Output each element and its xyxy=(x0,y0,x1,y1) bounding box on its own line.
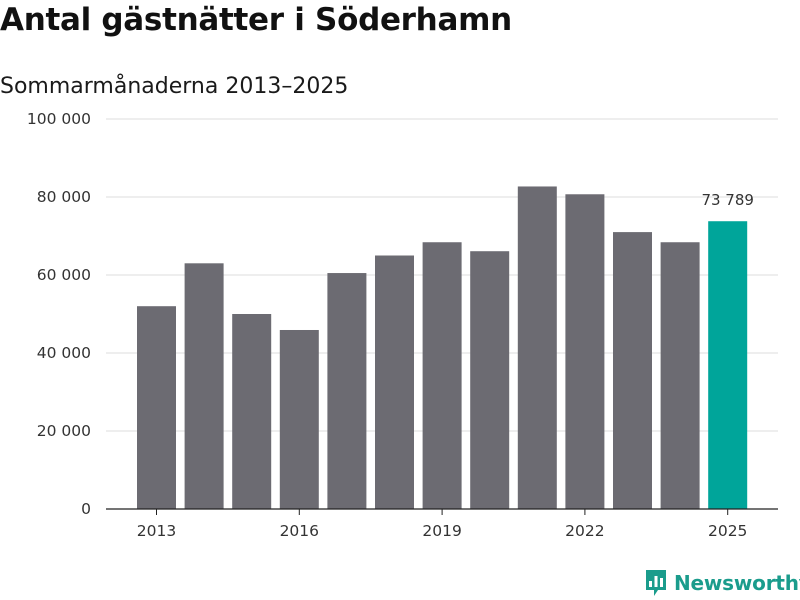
bar-chart-logo-icon xyxy=(646,570,666,596)
y-tick-label: 100 000 xyxy=(27,110,91,128)
bar-2024 xyxy=(660,242,700,510)
y-tick-label: 60 000 xyxy=(37,266,91,284)
x-tick-label: 2016 xyxy=(280,522,319,540)
bar-2020 xyxy=(470,251,510,509)
bar-2018 xyxy=(375,255,414,509)
bar-2014 xyxy=(184,263,224,509)
chart-subtitle: Sommarmånaderna 2013–2025 xyxy=(0,74,349,99)
chart-title: Antal gästnätter i Söderhamn xyxy=(0,2,512,38)
bar-2017 xyxy=(327,273,367,509)
bar-2016 xyxy=(279,329,319,509)
bar-2021 xyxy=(517,186,557,509)
bar-2015 xyxy=(232,314,272,509)
y-tick-label: 20 000 xyxy=(37,422,91,440)
bar-2019 xyxy=(422,242,462,510)
x-tick-label: 2013 xyxy=(137,522,176,540)
y-tick-label: 40 000 xyxy=(37,344,91,362)
bar-2023 xyxy=(613,232,652,509)
x-tick-label: 2022 xyxy=(565,522,604,540)
y-tick-label: 0 xyxy=(81,500,91,518)
brand-logo: Newsworthy xyxy=(644,568,800,598)
brand-name: Newsworthy xyxy=(674,571,800,595)
bar-2013 xyxy=(137,306,176,509)
bar-2025 xyxy=(708,221,748,509)
y-tick-label: 80 000 xyxy=(37,188,91,206)
x-axis-ticks: 2013 2016 2019 2022 2025 xyxy=(137,509,747,540)
bars xyxy=(137,186,748,510)
x-tick-label: 2019 xyxy=(422,522,461,540)
x-tick-label: 2025 xyxy=(708,522,747,540)
y-axis-ticks: 0 20 000 40 000 60 000 80 000 100 000 xyxy=(27,110,91,518)
data-labels: 73 789 xyxy=(701,191,754,209)
data-label: 73 789 xyxy=(701,191,754,209)
bar-2022 xyxy=(565,194,605,509)
